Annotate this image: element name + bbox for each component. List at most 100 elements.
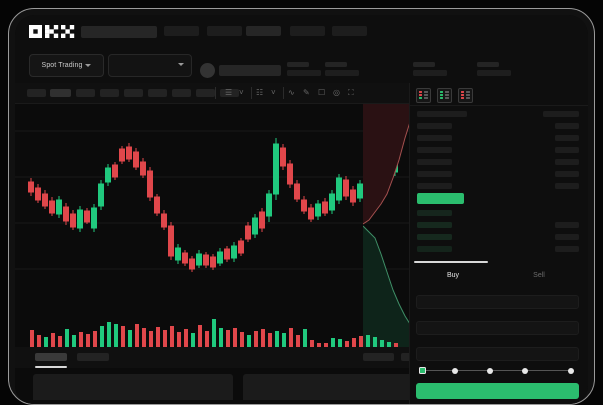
stat-value [287, 70, 321, 76]
orderbook-bid-price[interactable] [417, 234, 452, 240]
slider-stop-0[interactable] [419, 367, 426, 374]
interval-1mo[interactable] [220, 89, 239, 97]
submit-buy-button[interactable] [416, 383, 579, 399]
tab-sell[interactable]: Sell [533, 272, 545, 279]
orderbook-ask-total [555, 171, 579, 177]
tab-open-orders[interactable] [35, 353, 67, 361]
slider-stop-50[interactable] [487, 367, 493, 374]
orders-tab-bar [15, 347, 432, 368]
orderbook-ask-total [555, 183, 579, 189]
orderbook-ask-total [555, 123, 579, 129]
interval-1h[interactable] [124, 89, 143, 97]
line-tool-icon[interactable]: ∿ [288, 88, 295, 97]
candlestick-svg [15, 130, 410, 272]
stat-24h-volume [413, 62, 447, 76]
orderbook-ask-total [555, 135, 579, 141]
orderbook-bids-icon[interactable] [437, 88, 452, 103]
orderbook-view-toggles [416, 88, 473, 103]
interval-1w[interactable] [196, 89, 215, 97]
stat-value [325, 70, 359, 76]
orderbook-both-icon[interactable] [416, 88, 431, 103]
search-input[interactable] [81, 26, 157, 38]
orderbook-col-header-total [543, 111, 579, 117]
order-total-input[interactable] [416, 347, 579, 361]
nav-item-4[interactable] [290, 26, 325, 36]
orderbook-bid-total [555, 234, 579, 240]
orderbook-divider [410, 105, 588, 106]
pencil-icon[interactable]: ✎ [303, 88, 310, 97]
trading-mode-label: Spot Trading [41, 62, 83, 69]
orderbook-bid-total [555, 222, 579, 228]
chevron-down-icon [85, 64, 92, 67]
order-form-tabs: Buy Sell [410, 266, 588, 286]
interval-1m[interactable] [27, 89, 46, 97]
interval-1d[interactable] [172, 89, 191, 97]
interval-4h[interactable] [148, 89, 167, 97]
orderbook-ask-price[interactable] [417, 171, 452, 177]
stat-24h-turnover [477, 62, 511, 76]
order-price-input[interactable] [416, 295, 579, 309]
orderbook-panel: Buy Sell [409, 83, 588, 404]
interval-5m[interactable] [50, 89, 71, 97]
trading-mode-selector[interactable]: Spot Trading [29, 54, 104, 77]
orderbook-ask-price[interactable] [417, 147, 452, 153]
tab-order-history[interactable] [77, 353, 109, 361]
orderbook-bid-total [555, 246, 579, 252]
indicators-icon[interactable]: ☰ [225, 88, 233, 97]
slider-stop-25[interactable] [452, 367, 458, 374]
okx-logo-icon[interactable] [29, 25, 75, 38]
orderbook-ask-price[interactable] [417, 135, 452, 141]
orderbook-col-header-price [417, 111, 467, 117]
interval-15m[interactable] [76, 89, 95, 97]
fullscreen-icon[interactable]: ⛶ [348, 88, 354, 97]
nav-item-1[interactable] [164, 26, 199, 36]
device-frame: Spot Trading [8, 8, 595, 405]
orderbook-ask-price[interactable] [417, 159, 452, 165]
chart-type-chevron-icon[interactable]: ˅ [239, 88, 244, 97]
price-chart[interactable] [15, 104, 410, 347]
order-amount-input[interactable] [416, 321, 579, 335]
nav-item-3[interactable] [246, 26, 281, 36]
stat-24h-change [287, 62, 321, 76]
panel-positions[interactable] [243, 374, 437, 400]
stat-label [413, 62, 435, 67]
stat-label [477, 62, 499, 67]
top-navigation-bar [15, 15, 588, 47]
orderbook-bid-price[interactable] [417, 222, 452, 228]
slider-stop-75[interactable] [522, 367, 528, 374]
active-tab-underline [35, 366, 67, 368]
last-price-value [219, 65, 281, 76]
stat-value [413, 70, 447, 76]
candles [28, 138, 398, 272]
slider-stop-100[interactable] [568, 367, 574, 374]
orders-panels [15, 368, 437, 404]
camera-icon[interactable]: ☐ [318, 88, 326, 97]
chart-toolbar: ☰ ˅ ☷ ˅ ∿ ✎ ☐ ◎ ⛶ [15, 83, 410, 104]
orderbook-asks-icon[interactable] [458, 88, 473, 103]
nav-item-2[interactable] [207, 26, 242, 36]
pair-selector[interactable] [108, 54, 192, 77]
orderbook-scrollbar[interactable] [414, 261, 488, 264]
slider-track [422, 370, 572, 371]
compare-icon[interactable]: ☷ [256, 88, 264, 97]
stat-label [287, 62, 309, 67]
orderbook-last-price [417, 193, 464, 204]
action-hide-other-pairs[interactable] [363, 353, 394, 361]
panel-assets[interactable] [33, 374, 233, 400]
orderbook-ask-price[interactable] [417, 123, 452, 129]
interval-30m[interactable] [100, 89, 119, 97]
settings-chevron-icon[interactable]: ˅ [271, 88, 276, 97]
orderbook-ask-price[interactable] [417, 183, 452, 189]
toolbar-divider [251, 87, 252, 99]
depth-chart [363, 104, 410, 347]
orderbook-ask-total [555, 159, 579, 165]
orderbook-bid-price[interactable] [417, 246, 452, 252]
coin-avatar [200, 63, 215, 78]
stat-label [325, 62, 347, 67]
stat-value [477, 70, 511, 76]
timer-icon[interactable]: ◎ [333, 88, 340, 97]
orderbook-bid-price[interactable] [417, 210, 452, 216]
nav-item-5[interactable] [332, 26, 367, 36]
tab-buy[interactable]: Buy [446, 272, 460, 279]
